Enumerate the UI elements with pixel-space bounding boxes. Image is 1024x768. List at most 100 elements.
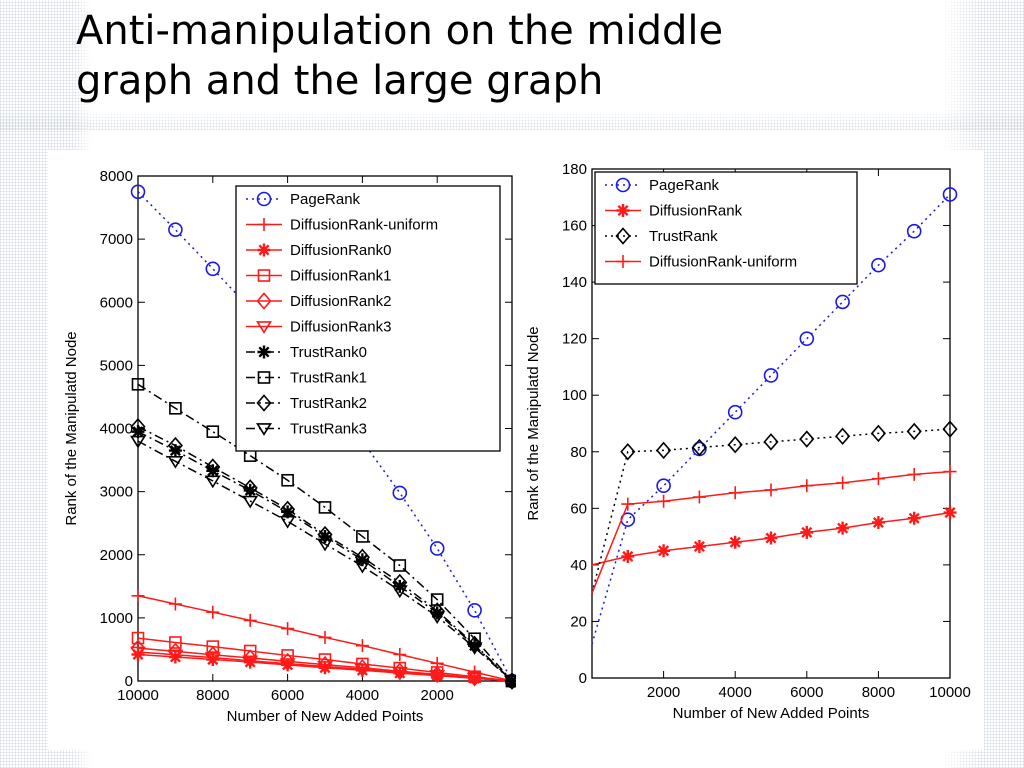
legend-marker-diffusionrank2 bbox=[256, 292, 272, 310]
data-point-diffusionrank0 bbox=[318, 661, 332, 675]
legend-entry: DiffusionRank bbox=[649, 203, 743, 220]
series-line-trustrank bbox=[591, 428, 951, 594]
page-title-line-2: graph and the large graph bbox=[76, 58, 604, 104]
page-title-line-1: Anti-manipulation on the middle bbox=[76, 8, 724, 54]
y-tick-label: 2000 bbox=[100, 547, 133, 564]
legend-marker-diffusionrank0 bbox=[257, 243, 271, 257]
data-point-pagerank bbox=[835, 294, 850, 310]
data-point-pagerank bbox=[799, 331, 815, 346]
data-point-trustrank0 bbox=[318, 529, 332, 543]
legend-marker-trustrank2 bbox=[256, 394, 272, 412]
data-point-diffusionrank-uniform bbox=[281, 622, 295, 636]
data-point-diffusionrank3 bbox=[317, 661, 333, 674]
y-tick-label: 180 bbox=[562, 161, 587, 178]
data-point-diffusionrank-uniform bbox=[907, 467, 921, 481]
y-tick-label: 6000 bbox=[100, 294, 133, 311]
data-point-trustrank bbox=[656, 441, 672, 460]
legend-entry: TrustRank bbox=[649, 228, 718, 245]
legend-marker-diffusionrank bbox=[616, 204, 630, 217]
data-point-trustrank1 bbox=[131, 378, 145, 391]
data-point-trustrank2 bbox=[429, 602, 445, 620]
data-point-trustrank bbox=[942, 420, 958, 438]
data-point-trustrank2 bbox=[242, 479, 258, 497]
legend-marker-diffusionrank-uniform bbox=[616, 255, 630, 268]
data-point-pagerank bbox=[763, 368, 779, 383]
data-point-trustrank3 bbox=[429, 611, 446, 624]
x-axis-label: Number of New Added Points bbox=[227, 708, 424, 725]
data-point-diffusionrank-uniform bbox=[621, 497, 635, 511]
data-point-trustrank bbox=[835, 427, 851, 445]
data-point-trustrank bbox=[763, 433, 779, 451]
data-point-diffusionrank bbox=[943, 506, 957, 520]
x-tick-label: 10000 bbox=[929, 684, 971, 701]
data-point-diffusionrank3 bbox=[391, 666, 408, 680]
series-diffusionrank bbox=[591, 506, 957, 566]
y-tick-label: 0 bbox=[125, 673, 133, 690]
x-tick-label: 2000 bbox=[647, 684, 680, 701]
data-point-diffusionrank-uniform bbox=[168, 597, 182, 611]
series-line-diffusionrank1 bbox=[137, 637, 513, 682]
data-point-pagerank bbox=[942, 187, 958, 202]
data-point-trustrank bbox=[870, 424, 886, 443]
data-point-diffusionrank-uniform bbox=[243, 613, 257, 627]
data-point-pagerank bbox=[871, 257, 886, 273]
data-point-pagerank bbox=[205, 261, 221, 277]
legend-entry: DiffusionRank0 bbox=[290, 242, 391, 259]
legend-marker-trustrank bbox=[615, 227, 631, 245]
data-point-diffusionrank3 bbox=[167, 649, 184, 663]
x-tick-label: 4000 bbox=[346, 687, 379, 704]
legend-entry: TrustRank3 bbox=[290, 421, 367, 438]
data-point-diffusionrank1 bbox=[131, 631, 145, 645]
data-point-trustrank3 bbox=[354, 560, 371, 574]
data-point-diffusionrank3 bbox=[130, 646, 146, 660]
data-point-diffusionrank-uniform bbox=[800, 479, 814, 493]
data-point-diffusionrank3 bbox=[429, 669, 446, 683]
page-title: Anti-manipulation on the middle graph an… bbox=[76, 6, 976, 106]
data-point-diffusionrank-uniform bbox=[871, 472, 885, 486]
data-point-trustrank0 bbox=[355, 553, 369, 567]
data-point-trustrank2 bbox=[167, 436, 183, 455]
data-point-diffusionrank3 bbox=[242, 655, 259, 669]
y-tick-label: 20 bbox=[570, 613, 587, 630]
data-point-diffusionrank bbox=[621, 549, 635, 563]
legend-marker-trustrank0 bbox=[257, 345, 271, 359]
data-point-diffusionrank-uniform bbox=[764, 483, 778, 497]
legend-marker-diffusionrank3 bbox=[256, 321, 272, 334]
chart-middle-graph: 0 1000 2000 3000 4000 5000 6000 7000 8000 10000 80… bbox=[48, 150, 536, 750]
data-point-trustrank2 bbox=[130, 417, 146, 436]
data-point-trustrank1 bbox=[281, 473, 294, 487]
data-point-diffusionrank0 bbox=[243, 655, 257, 669]
data-point-trustrank0 bbox=[168, 444, 182, 458]
data-point-diffusionrank-uniform bbox=[355, 639, 369, 653]
chart-large-graph: 0 20 40 60 80 100 120 140 160 180 2000 4000 6000 8000… bbox=[516, 150, 984, 750]
data-point-trustrank3 bbox=[504, 675, 520, 689]
data-point-diffusionrank bbox=[907, 511, 921, 525]
legend-entry: PageRank bbox=[649, 177, 720, 194]
chart-middle-graph-svg: 0 1000 2000 3000 4000 5000 6000 7000 8000 10000 80… bbox=[63, 168, 520, 725]
data-point-trustrank3 bbox=[204, 475, 221, 489]
y-tick-label: 160 bbox=[562, 218, 587, 235]
data-point-diffusionrank bbox=[836, 521, 850, 535]
data-point-trustrank1 bbox=[430, 593, 444, 606]
legend-marker-pagerank bbox=[615, 177, 631, 193]
x-tick-label: 6000 bbox=[271, 687, 304, 704]
data-point-diffusionrank bbox=[871, 515, 885, 529]
legend-marker-diffusionrank1 bbox=[257, 269, 271, 282]
data-point-trustrank0 bbox=[468, 639, 482, 653]
series-line-trustrank2 bbox=[137, 425, 513, 682]
y-tick-label: 40 bbox=[570, 557, 587, 574]
data-point-diffusionrank0 bbox=[206, 653, 220, 667]
legend-box bbox=[594, 171, 858, 285]
legend-entry: DiffusionRank-uniform bbox=[290, 217, 438, 234]
data-point-trustrank2 bbox=[205, 458, 221, 476]
x-tick-label: 6000 bbox=[790, 684, 823, 701]
legend-entry: TrustRank1 bbox=[290, 370, 367, 387]
data-point-trustrank0 bbox=[281, 505, 295, 519]
y-tick-label: 140 bbox=[562, 274, 587, 291]
data-point-diffusionrank0 bbox=[168, 650, 182, 664]
data-point-diffusionrank3 bbox=[354, 663, 371, 677]
data-point-pagerank bbox=[906, 223, 922, 239]
data-point-trustrank1 bbox=[169, 402, 182, 415]
y-axis-label: Rank of the Manipulatd Node bbox=[525, 326, 542, 520]
data-point-trustrank3 bbox=[317, 538, 333, 552]
